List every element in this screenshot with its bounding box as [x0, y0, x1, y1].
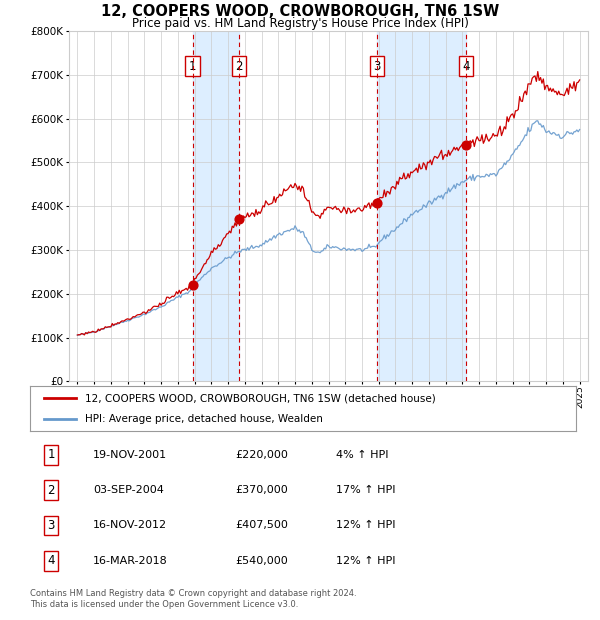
- Text: £370,000: £370,000: [235, 485, 288, 495]
- Point: [372, 198, 382, 208]
- Text: 19-NOV-2001: 19-NOV-2001: [93, 450, 167, 460]
- Text: 03-SEP-2004: 03-SEP-2004: [93, 485, 164, 495]
- Text: 3: 3: [373, 60, 380, 73]
- Bar: [193, 31, 239, 381]
- Text: 12% ↑ HPI: 12% ↑ HPI: [336, 520, 395, 531]
- Text: 2: 2: [236, 60, 243, 73]
- Text: 12% ↑ HPI: 12% ↑ HPI: [336, 556, 395, 566]
- Text: 12, COOPERS WOOD, CROWBOROUGH, TN6 1SW: 12, COOPERS WOOD, CROWBOROUGH, TN6 1SW: [101, 4, 499, 19]
- Text: £540,000: £540,000: [235, 556, 288, 566]
- Text: 12, COOPERS WOOD, CROWBOROUGH, TN6 1SW (detached house): 12, COOPERS WOOD, CROWBOROUGH, TN6 1SW (…: [85, 393, 436, 404]
- Text: 16-NOV-2012: 16-NOV-2012: [93, 520, 167, 531]
- Text: Contains HM Land Registry data © Crown copyright and database right 2024.: Contains HM Land Registry data © Crown c…: [30, 589, 356, 598]
- Bar: [377, 31, 466, 381]
- Text: £407,500: £407,500: [235, 520, 288, 531]
- Text: 16-MAR-2018: 16-MAR-2018: [93, 556, 168, 566]
- Text: HPI: Average price, detached house, Wealden: HPI: Average price, detached house, Weal…: [85, 414, 322, 424]
- Text: 4: 4: [47, 554, 55, 567]
- Text: 1: 1: [189, 60, 196, 73]
- Point: [461, 140, 471, 150]
- Text: 3: 3: [47, 519, 55, 532]
- Text: 4% ↑ HPI: 4% ↑ HPI: [336, 450, 389, 460]
- Text: This data is licensed under the Open Government Licence v3.0.: This data is licensed under the Open Gov…: [30, 600, 298, 609]
- Text: £220,000: £220,000: [235, 450, 288, 460]
- Text: Price paid vs. HM Land Registry's House Price Index (HPI): Price paid vs. HM Land Registry's House …: [131, 17, 469, 30]
- Text: 1: 1: [47, 448, 55, 461]
- Text: 4: 4: [462, 60, 470, 73]
- Point: [235, 215, 244, 224]
- Point: [188, 280, 197, 290]
- Text: 17% ↑ HPI: 17% ↑ HPI: [336, 485, 395, 495]
- Text: 2: 2: [47, 484, 55, 497]
